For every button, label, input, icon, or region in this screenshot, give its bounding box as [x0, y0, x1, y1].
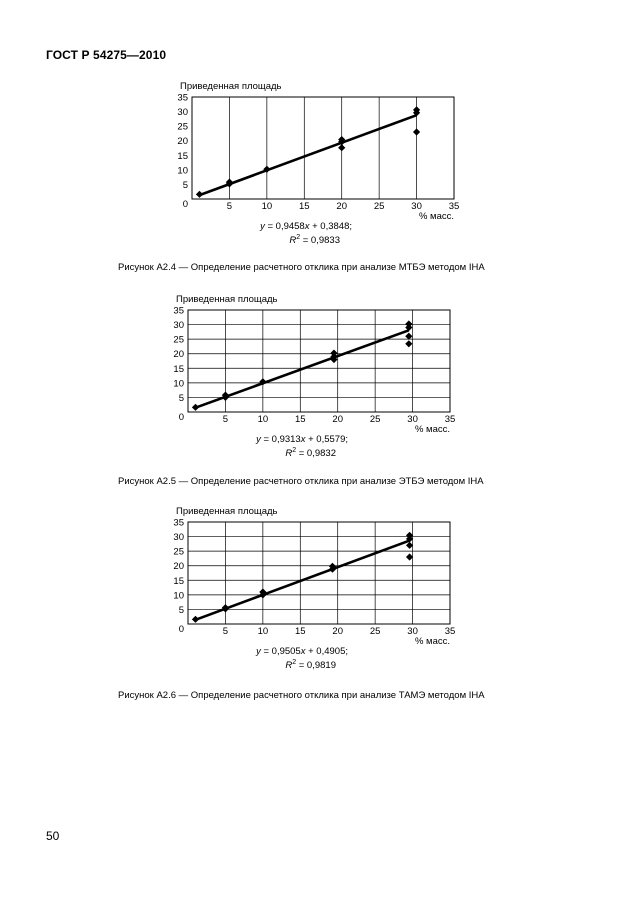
y-axis-title: Приведенная площадь — [180, 81, 282, 92]
x-tick-label: 25 — [370, 626, 381, 637]
regression-equation: y = 0,9505x + 0,4905; — [255, 646, 348, 657]
x-tick-label: 25 — [374, 201, 385, 212]
data-point — [405, 541, 414, 549]
y-tick-label: 15 — [173, 364, 184, 375]
plot-frame — [191, 96, 455, 200]
data-point — [191, 615, 200, 623]
x-tick-label: 20 — [332, 414, 343, 425]
x-tick-label: 5 — [223, 626, 228, 637]
x-tick-label: 10 — [258, 626, 269, 637]
plot-frame — [187, 309, 451, 413]
y-axis-title: Приведенная площадь — [176, 506, 278, 517]
x-axis-title: % масс. — [419, 211, 454, 222]
figure-caption-a2-6: Рисунок А2.6 — Определение расчетного от… — [118, 690, 485, 701]
figure-caption-a2-4: Рисунок А2.4 — Определение расчетного от… — [118, 262, 485, 273]
y-tick-label: 30 — [177, 107, 188, 118]
data-point — [412, 106, 421, 114]
y-tick-label: 15 — [173, 576, 184, 587]
data-point — [412, 128, 421, 136]
x-axis-title: % масс. — [415, 424, 450, 435]
y-tick-label: 20 — [173, 349, 184, 360]
trend-line — [195, 329, 410, 409]
r-squared: R2 = 0,9819 — [285, 659, 336, 671]
x-tick-label: 15 — [295, 414, 306, 425]
x-tick-label: 15 — [295, 626, 306, 637]
regression-equation: y = 0,9458x + 0,3848; — [259, 221, 352, 232]
document-header: ГОСТ Р 54275—2010 — [46, 48, 167, 62]
y-tick-label: 10 — [177, 165, 188, 176]
x-tick-label: 5 — [223, 414, 228, 425]
trend-line — [195, 539, 411, 622]
y-tick-label: 25 — [173, 335, 184, 346]
data-point — [328, 562, 337, 570]
y-tick-label: 5 — [179, 393, 184, 404]
y-tick-label: 20 — [173, 561, 184, 572]
data-point — [338, 144, 346, 152]
x-tick-label: 35 — [449, 201, 460, 212]
x-tick-label: 30 — [411, 201, 422, 212]
data-point — [191, 403, 200, 411]
y-tick-label: 35 — [177, 93, 188, 104]
x-tick-label: 10 — [262, 201, 273, 212]
page-number: 50 — [46, 829, 60, 843]
data-point — [221, 391, 230, 399]
data-point — [225, 178, 234, 186]
y-tick-label: 5 — [179, 605, 184, 616]
y-tick-label: 25 — [173, 547, 184, 558]
r-squared: R2 = 0,9833 — [289, 234, 340, 246]
figure-caption-a2-5: Рисунок А2.5 — Определение расчетного от… — [118, 476, 484, 487]
data-point — [405, 553, 414, 561]
y-axis-title: Приведенная площадь — [176, 294, 278, 305]
y-tick-label: 25 — [177, 122, 188, 133]
y-tick-label: 30 — [173, 320, 184, 331]
x-tick-label: 0 — [179, 412, 184, 423]
data-point — [330, 349, 338, 357]
x-tick-label: 35 — [445, 414, 456, 425]
data-point — [259, 378, 267, 386]
data-point — [195, 190, 204, 198]
x-tick-label: 20 — [336, 201, 347, 212]
x-tick-label: 30 — [407, 414, 418, 425]
x-tick-label: 15 — [299, 201, 310, 212]
y-tick-label: 35 — [173, 518, 184, 529]
chart-2: Приведенная площадь 5 10 15 20 25 30 35 0 5 10 15 20… — [173, 294, 455, 459]
chart-3: Приведенная площадь 5 10 15 20 25 30 35 0 5 10 15 20… — [173, 506, 455, 671]
x-axis-title: % масс. — [415, 636, 450, 647]
y-tick-label: 10 — [173, 590, 184, 601]
y-tick-label: 5 — [183, 180, 188, 191]
data-point — [263, 165, 271, 173]
data-point — [405, 332, 413, 340]
plot-frame — [187, 521, 451, 625]
y-tick-label: 20 — [177, 136, 188, 147]
x-tick-label: 30 — [407, 626, 418, 637]
data-point — [221, 604, 230, 612]
y-tick-label: 35 — [173, 306, 184, 317]
chart-1: Приведенная площадь 5 10 15 20 25 30 35 0 5 10 15 20… — [177, 81, 459, 246]
data-point — [405, 340, 413, 348]
x-tick-label: 0 — [179, 624, 184, 635]
data-point — [259, 588, 267, 596]
x-tick-label: 20 — [332, 626, 343, 637]
y-tick-label: 10 — [173, 378, 184, 389]
y-tick-label: 15 — [177, 151, 188, 162]
y-tick-label: 30 — [173, 532, 184, 543]
trend-line — [199, 113, 418, 197]
x-tick-label: 10 — [258, 414, 269, 425]
x-tick-label: 0 — [183, 199, 188, 210]
r-squared: R2 = 0,9832 — [285, 447, 336, 459]
data-point — [338, 135, 346, 144]
x-tick-label: 35 — [445, 626, 456, 637]
data-point — [405, 320, 413, 328]
x-tick-label: 5 — [227, 201, 232, 212]
x-tick-label: 25 — [370, 414, 381, 425]
regression-equation: y = 0,9313x + 0,5579; — [255, 434, 348, 445]
data-point — [405, 531, 414, 540]
